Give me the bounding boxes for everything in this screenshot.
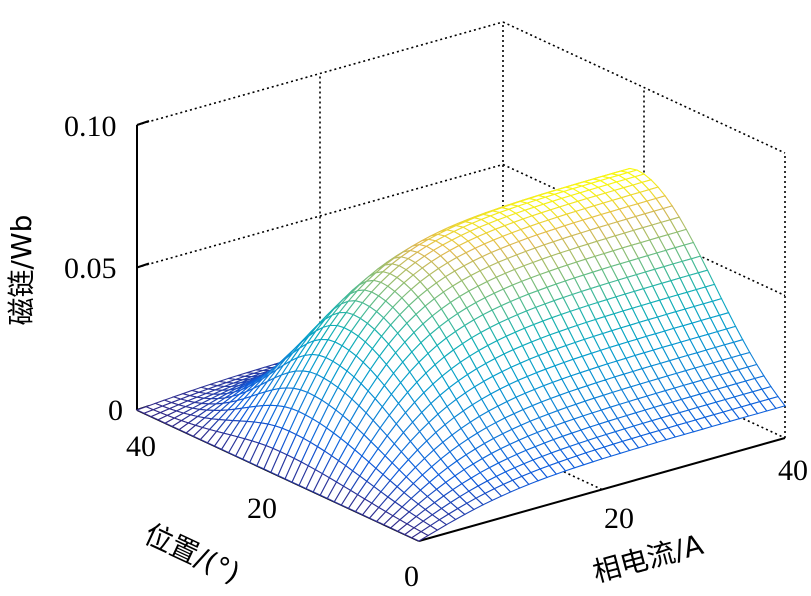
z-axis-label: 磁链/Wb bbox=[5, 214, 38, 326]
y-tick-0: 0 bbox=[404, 560, 419, 593]
z-tick-0.10: 0.10 bbox=[64, 110, 117, 143]
x-tick-40: 40 bbox=[778, 454, 808, 487]
x-tick-20: 20 bbox=[604, 502, 634, 535]
surface-mesh bbox=[135, 167, 786, 542]
y-tick-20: 20 bbox=[247, 492, 277, 525]
z-tick-0: 0 bbox=[108, 394, 123, 427]
y-tick-40: 40 bbox=[126, 430, 156, 463]
z-tick-0.05: 0.05 bbox=[64, 252, 117, 285]
